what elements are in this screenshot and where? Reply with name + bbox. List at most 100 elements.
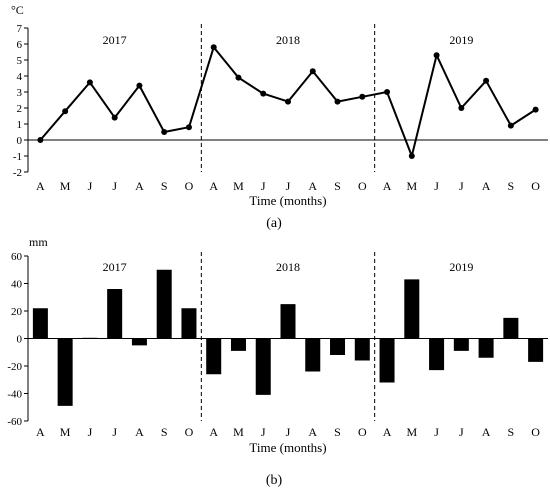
x-tick-label: O <box>358 179 367 193</box>
x-tick-label: A <box>383 425 392 439</box>
x-tick-label: J <box>286 425 291 439</box>
bar <box>131 338 147 346</box>
bar <box>107 289 123 339</box>
y-tick-label: 6 <box>17 39 23 51</box>
x-tick-label: J <box>434 425 439 439</box>
x-tick-label: A <box>308 425 317 439</box>
x-tick-label: A <box>135 179 144 193</box>
y-tick-label: -60 <box>7 416 22 428</box>
bar <box>255 338 271 395</box>
panel-b-label: (b) <box>266 473 283 488</box>
x-tick-label: M <box>406 425 417 439</box>
data-point <box>309 68 316 75</box>
bar <box>230 338 246 351</box>
data-point <box>532 106 539 113</box>
year-label: 2019 <box>449 33 473 47</box>
x-tick-label: J <box>286 179 291 193</box>
x-tick-label: M <box>60 425 71 439</box>
y-tick-label: 4 <box>17 71 23 83</box>
data-point <box>210 44 217 51</box>
bar <box>206 338 222 375</box>
y-tick-label: -1 <box>13 151 22 163</box>
unit-label: °C <box>11 3 24 17</box>
x-tick-label: S <box>508 179 515 193</box>
x-tick-label: A <box>209 179 218 193</box>
bar <box>305 338 321 372</box>
y-tick-label: 60 <box>11 251 23 263</box>
bar <box>82 337 98 339</box>
bar <box>57 338 73 406</box>
x-tick-label: O <box>185 179 194 193</box>
year-label: 2017 <box>103 33 127 47</box>
y-tick-label: -2 <box>13 167 22 179</box>
data-point <box>507 122 514 129</box>
y-tick-label: 0 <box>17 334 23 346</box>
y-tick-label: 5 <box>17 55 23 67</box>
x-tick-label: J <box>459 179 464 193</box>
x-tick-label: A <box>36 179 45 193</box>
x-tick-label: O <box>531 425 540 439</box>
x-tick-label: M <box>233 179 244 193</box>
year-label: 2018 <box>276 33 300 47</box>
x-tick-label: J <box>112 425 117 439</box>
year-label: 2019 <box>449 260 473 274</box>
x-tick-label: J <box>88 179 93 193</box>
bar <box>32 308 48 339</box>
bar <box>429 338 445 371</box>
x-tick-label: O <box>358 425 367 439</box>
bar <box>453 338 469 351</box>
data-point <box>86 79 93 86</box>
x-tick-label: O <box>185 425 194 439</box>
bar <box>181 308 197 339</box>
x-tick-label: J <box>112 179 117 193</box>
bar <box>280 304 296 339</box>
x-tick-label: A <box>36 425 45 439</box>
data-point <box>334 98 341 105</box>
bar <box>503 317 519 339</box>
x-tick-label: J <box>261 425 266 439</box>
data-point <box>408 153 415 159</box>
bar <box>354 338 370 361</box>
y-tick-label: 3 <box>17 87 23 99</box>
data-point <box>62 108 69 115</box>
x-axis-title: Time (months) <box>249 440 326 455</box>
data-point <box>161 129 168 135</box>
x-tick-label: J <box>88 425 93 439</box>
data-point <box>359 93 366 100</box>
year-label: 2018 <box>276 260 300 274</box>
bar <box>528 338 544 362</box>
y-tick-label: -40 <box>7 389 22 401</box>
x-tick-label: J <box>459 425 464 439</box>
x-tick-label: J <box>261 179 266 193</box>
y-tick-label: 40 <box>11 279 23 291</box>
x-tick-label: A <box>482 179 491 193</box>
data-point <box>37 137 44 143</box>
y-tick-label: -20 <box>7 361 22 373</box>
x-tick-label: M <box>233 425 244 439</box>
data-point <box>111 114 118 121</box>
x-tick-label: A <box>383 179 392 193</box>
y-tick-label: 1 <box>17 119 23 131</box>
data-point <box>384 89 391 95</box>
x-tick-label: O <box>531 179 540 193</box>
x-tick-label: A <box>135 425 144 439</box>
x-tick-label: S <box>334 425 341 439</box>
data-point <box>458 105 465 111</box>
y-tick-label: 20 <box>11 306 23 318</box>
x-tick-label: A <box>482 425 491 439</box>
panel-a-label: (a) <box>266 216 282 231</box>
y-tick-label: 7 <box>17 23 23 35</box>
x-tick-label: J <box>434 179 439 193</box>
x-tick-label: S <box>334 179 341 193</box>
x-tick-label: M <box>60 179 71 193</box>
x-tick-label: A <box>209 425 218 439</box>
data-point <box>285 98 291 105</box>
data-point <box>483 77 490 84</box>
bar <box>404 279 420 339</box>
x-tick-label: S <box>508 425 515 439</box>
y-tick-label: 2 <box>17 103 23 115</box>
x-tick-label: S <box>161 425 168 439</box>
